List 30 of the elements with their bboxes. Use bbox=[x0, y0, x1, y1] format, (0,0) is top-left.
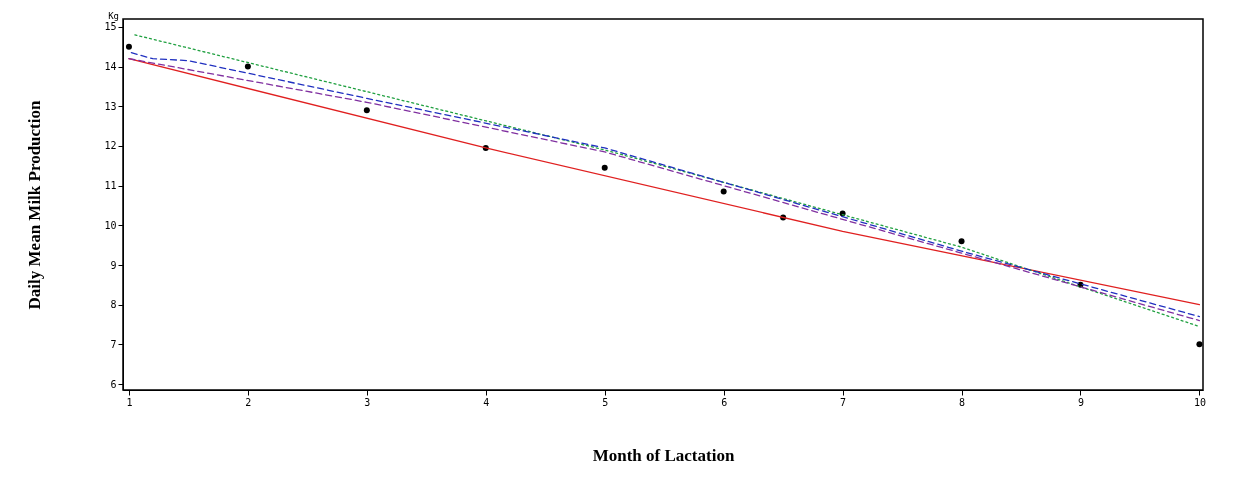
x-tick-label: 5 bbox=[602, 396, 609, 408]
y-tick-label: 8 bbox=[110, 299, 117, 311]
y-tick-label: 7 bbox=[110, 338, 117, 350]
x-tick-label: 3 bbox=[364, 396, 371, 408]
point bbox=[1196, 341, 1203, 348]
x-axis-title: Month of Lactation bbox=[592, 445, 735, 465]
point bbox=[720, 188, 727, 195]
y-tick-label: 13 bbox=[104, 100, 117, 112]
x-tick-label: 6 bbox=[721, 396, 728, 408]
y-tick-label: 9 bbox=[110, 259, 117, 271]
y-tick-label: 10 bbox=[104, 219, 117, 231]
y-tick-label: 11 bbox=[104, 180, 117, 192]
y-tick-label: 12 bbox=[104, 140, 117, 152]
y-tick-label: 15 bbox=[104, 21, 117, 33]
point bbox=[363, 107, 370, 114]
x-tick-label: 8 bbox=[959, 396, 966, 408]
x-tick-label: 4 bbox=[483, 396, 490, 408]
y-axis-title: Daily Mean Milk Production bbox=[25, 100, 45, 310]
x-tick-label: 2 bbox=[245, 396, 252, 408]
x-tick-label: 10 bbox=[1193, 396, 1206, 408]
point bbox=[601, 164, 608, 171]
text: Kg bbox=[108, 11, 119, 21]
y-tick-label: 14 bbox=[104, 61, 117, 73]
y-tick-label: 6 bbox=[110, 378, 117, 390]
x-tick-label: 7 bbox=[840, 396, 847, 408]
point bbox=[958, 238, 965, 245]
point bbox=[244, 63, 251, 70]
point bbox=[125, 43, 132, 50]
x-tick-label: 9 bbox=[1077, 396, 1084, 408]
x-tick-label: 1 bbox=[126, 396, 133, 408]
